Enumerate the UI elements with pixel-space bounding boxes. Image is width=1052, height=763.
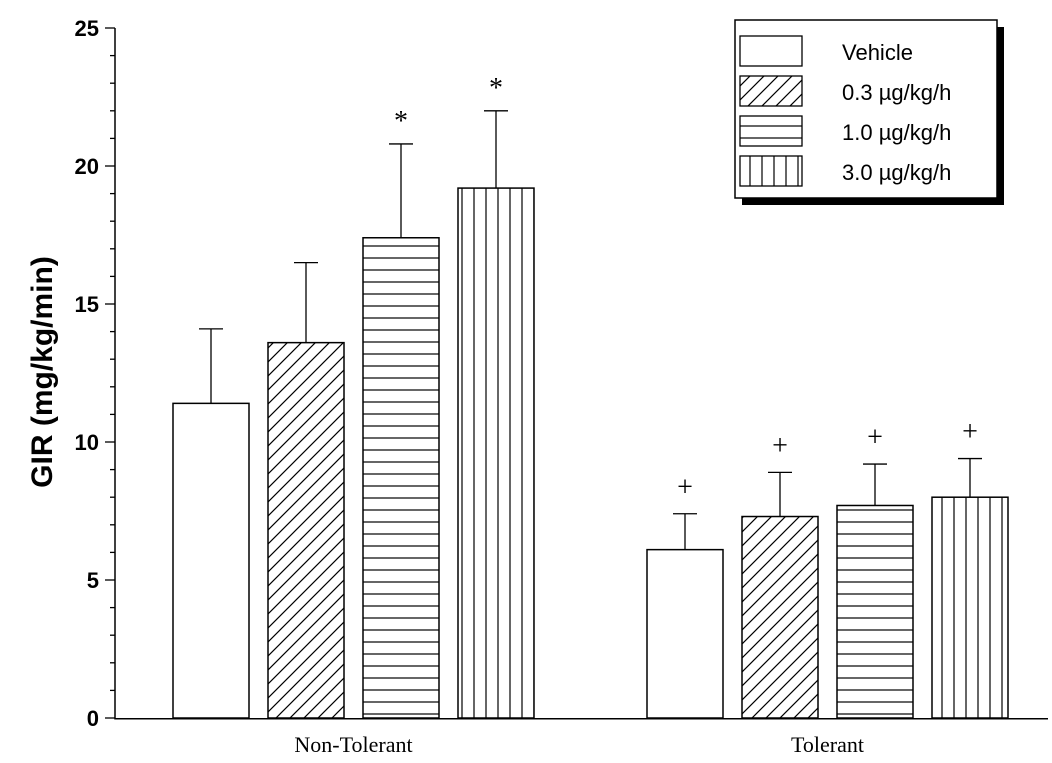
legend-swatch-2 [739, 115, 803, 147]
legend-label-3: 3.0 µg/kg/h [842, 160, 951, 185]
significance-marker-0-2: * [394, 106, 408, 137]
y-axis-label: GIR (mg/kg/min) [26, 256, 59, 488]
legend-swatch-0 [739, 35, 803, 67]
y-tick-label-15: 15 [75, 292, 99, 317]
legend: Vehicle 0.3 µg/kg/h 1.0 µg/kg/h 3.0 µg/kg/h [734, 19, 1004, 205]
bar-1-2 [836, 504, 914, 719]
bar-0-1 [267, 341, 345, 719]
axes-layer: Non-Tolerant Tolerant 0 5 10 15 20 25 [75, 16, 1048, 757]
significance-marker-1-2: + [867, 422, 883, 453]
significance-marker-0-3: * [489, 73, 503, 104]
bar-1-1 [741, 515, 819, 719]
x-tick-label-0: Non-Tolerant [294, 732, 412, 757]
significance-marker-1-3: + [962, 417, 978, 448]
legend-label-0: Vehicle [842, 40, 913, 65]
legend-label-1: 0.3 µg/kg/h [842, 80, 951, 105]
y-tick-label-25: 25 [75, 16, 99, 41]
y-tick-label-20: 20 [75, 154, 99, 179]
bar-1-0 [646, 548, 724, 719]
x-tick-label-1: Tolerant [791, 732, 864, 757]
y-tick-label-5: 5 [87, 568, 99, 593]
bar-0-0 [172, 402, 250, 719]
legend-swatch-1 [739, 75, 803, 107]
bar-1-3 [931, 496, 1009, 719]
y-tick-label-10: 10 [75, 430, 99, 455]
bars-layer: * * + + + + [172, 73, 1009, 719]
y-tick-label-0: 0 [87, 706, 99, 731]
significance-marker-1-1: + [772, 430, 788, 461]
legend-label-2: 1.0 µg/kg/h [842, 120, 951, 145]
bar-0-2 [362, 237, 440, 719]
significance-marker-1-0: + [677, 472, 693, 503]
legend-swatch-3 [739, 155, 803, 187]
bar-0-3 [457, 187, 535, 719]
